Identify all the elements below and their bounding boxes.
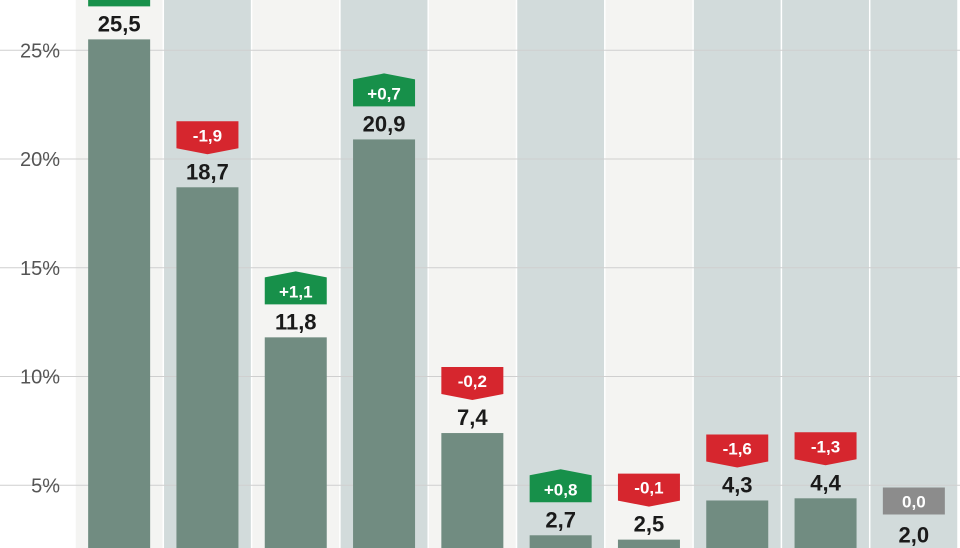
gridlines: [0, 49, 960, 486]
change-badge: [353, 73, 416, 107]
column-band: [516, 0, 606, 548]
bar-value-label: 2,5: [634, 512, 665, 537]
change-badge-label: +0,7: [367, 84, 401, 103]
change-badge: [882, 487, 945, 515]
bar-value-label: 25,5: [98, 11, 141, 36]
bar: [794, 498, 857, 548]
change-badge: [794, 432, 857, 466]
change-badges: -1,9 +1,1 +0,7 -0,2 +0,8 -0,1 -1,6 -1,3 0,0: [88, 0, 945, 515]
bars: [88, 39, 857, 548]
change-badge: [529, 469, 592, 503]
bar: [529, 535, 592, 548]
bar: [706, 500, 769, 548]
value-labels: 25,5 18,7 11,8 20,9 7,4 2,7 2,5 4,3 4,4 2,0: [98, 11, 929, 547]
bar: [264, 337, 327, 548]
change-badge-label: -0,2: [458, 372, 487, 391]
change-badge-label: +1,1: [279, 282, 313, 301]
bar: [353, 139, 416, 548]
column-band: [604, 0, 694, 548]
bar-value-label: 4,3: [722, 472, 753, 497]
bar: [88, 39, 151, 548]
y-axis-ticks: 5% 10% 15% 20% 25%: [20, 40, 60, 497]
change-badge-label: -1,3: [811, 437, 840, 456]
change-badge: [441, 367, 504, 401]
column-band: [869, 0, 959, 548]
y-tick-label: 20%: [20, 149, 60, 171]
y-tick-label: 10%: [20, 367, 60, 389]
y-tick-label: 25%: [20, 40, 60, 62]
change-badge: [264, 271, 327, 305]
change-badge-label: -1,6: [723, 439, 752, 458]
y-tick-label: 5%: [31, 475, 60, 497]
bar: [176, 187, 239, 548]
change-badge: [706, 434, 769, 468]
bar-value-label: 4,4: [810, 470, 841, 495]
change-badge: [88, 0, 151, 7]
bar-value-label: 2,0: [899, 523, 930, 548]
bar-value-label: 7,4: [457, 405, 488, 430]
change-badge: [176, 121, 239, 155]
bar-value-label: 11,8: [275, 309, 317, 334]
change-badge-label: -0,1: [634, 479, 663, 498]
bar: [441, 433, 504, 548]
change-badge-label: 0,0: [902, 493, 926, 512]
bar-value-label: 2,7: [545, 507, 576, 532]
bar-value-label: 20,9: [363, 111, 406, 136]
bar-value-label: 18,7: [186, 159, 229, 184]
change-badge-label: -1,9: [193, 126, 222, 145]
change-badge-label: +0,8: [544, 480, 578, 499]
column-band: [781, 0, 871, 548]
bar: [617, 539, 680, 548]
y-tick-label: 15%: [20, 258, 60, 280]
change-badge: [617, 473, 680, 507]
